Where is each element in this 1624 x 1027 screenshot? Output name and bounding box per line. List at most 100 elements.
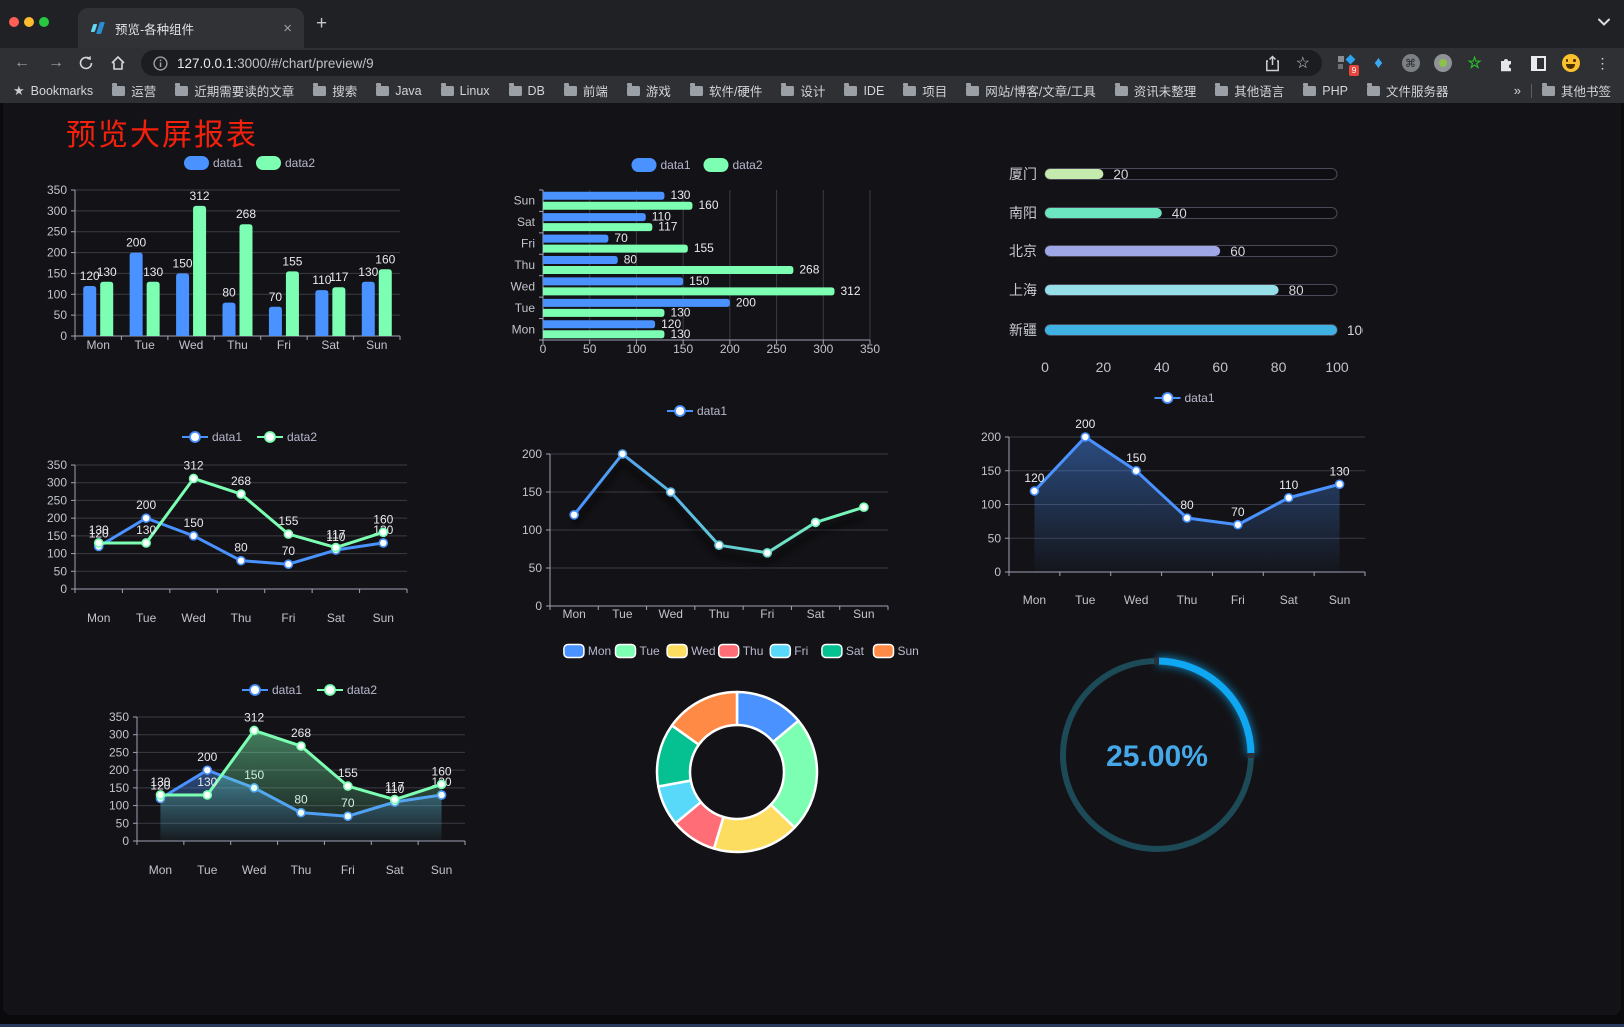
svg-text:Fri: Fri: [521, 237, 535, 251]
svg-text:Fri: Fri: [1231, 593, 1245, 607]
svg-text:20: 20: [1113, 167, 1128, 182]
bar-chart-horizontal[interactable]: data1 data2 0 50 100 150 200 250 300 350 Sun 130 160…: [505, 150, 890, 365]
svg-text:200: 200: [736, 295, 756, 309]
bookmark-folder[interactable]: 软件/硬件: [689, 81, 762, 100]
svg-text:Sun: Sun: [1329, 593, 1350, 607]
bookmark-folder[interactable]: 前端: [563, 81, 608, 100]
bookmark-folder[interactable]: 文件服务器: [1366, 81, 1448, 100]
gauge-progress-circle[interactable]: 25.00%: [1055, 650, 1265, 862]
svg-text:Mon: Mon: [87, 611, 110, 625]
bar-chart-vertical[interactable]: data1 data2 0 50 100 150 200 250 300 350 Mon Tue Wed…: [40, 148, 460, 363]
bookmarks-manager[interactable]: ★ Bookmarks: [13, 83, 93, 99]
svg-text:Sat: Sat: [807, 607, 826, 621]
bookmarks-overflow-chevron[interactable]: »: [1513, 83, 1521, 98]
home-button[interactable]: [110, 55, 126, 71]
svg-text:250: 250: [47, 225, 67, 239]
svg-text:300: 300: [813, 342, 833, 356]
extension-frame-icon[interactable]: [1529, 54, 1548, 73]
svg-text:Thu: Thu: [1177, 593, 1198, 607]
tab-title: 预览-各种组件: [115, 22, 195, 37]
svg-text:20: 20: [1096, 359, 1112, 375]
folder-icon: [844, 83, 858, 96]
bookmark-folder[interactable]: 设计: [781, 81, 825, 100]
folder-icon: [313, 83, 327, 96]
bookmark-folder[interactable]: 其他语言: [1215, 81, 1284, 100]
site-info-icon[interactable]: [153, 55, 168, 71]
bookmark-folder[interactable]: 网站/博客/文章/工具: [966, 81, 1096, 100]
svg-text:250: 250: [767, 342, 787, 356]
bookmark-folder[interactable]: PHP: [1303, 83, 1348, 98]
svg-text:100: 100: [109, 799, 129, 813]
extension-emoji-icon[interactable]: [1561, 54, 1580, 73]
svg-text:70: 70: [614, 231, 628, 245]
bookmark-folder[interactable]: 资讯未整理: [1114, 81, 1196, 100]
svg-text:Sat: Sat: [327, 611, 346, 625]
svg-text:268: 268: [231, 474, 251, 488]
url-text[interactable]: 127.0.0.1:3000/#/chart/preview/9: [177, 56, 1256, 71]
svg-text:150: 150: [109, 781, 129, 795]
extensions-puzzle-icon[interactable]: [1497, 54, 1516, 73]
extension-green-star-icon[interactable]: ☆: [1467, 55, 1482, 72]
other-bookmarks-folder[interactable]: 其他书签: [1541, 81, 1611, 100]
folder-icon: [1366, 83, 1380, 96]
minimize-window-button[interactable]: [24, 17, 34, 27]
svg-text:110: 110: [312, 273, 331, 287]
bookmark-folder[interactable]: Linux: [440, 83, 490, 98]
tab-close-icon[interactable]: ×: [283, 19, 292, 37]
svg-text:Thu: Thu: [291, 863, 312, 877]
bookmark-folder[interactable]: 项目: [903, 81, 947, 100]
extension-gem-icon[interactable]: ♦: [1374, 53, 1383, 72]
svg-text:100: 100: [47, 287, 67, 301]
svg-text:80: 80: [1271, 359, 1287, 375]
reload-button[interactable]: [78, 55, 94, 71]
svg-text:0: 0: [60, 329, 67, 343]
svg-text:data1: data1: [272, 683, 302, 697]
bookmark-folder[interactable]: 运营: [112, 81, 156, 100]
browser-menu-icon[interactable]: ⋮: [1595, 54, 1610, 71]
extension-pixels-icon[interactable]: 9: [1337, 54, 1359, 76]
fullscreen-window-button[interactable]: [39, 17, 49, 27]
svg-text:130: 130: [150, 775, 170, 789]
bookmark-folder[interactable]: 搜索: [313, 81, 357, 100]
svg-text:Tue: Tue: [612, 607, 633, 621]
svg-text:厦门: 厦门: [1009, 166, 1037, 182]
svg-text:南阳: 南阳: [1009, 205, 1037, 221]
svg-text:200: 200: [720, 342, 740, 356]
bookmark-folder[interactable]: Java: [376, 83, 422, 98]
folder-icon: [1541, 83, 1555, 96]
svg-text:100: 100: [981, 498, 1001, 512]
svg-text:Fri: Fri: [277, 338, 291, 352]
donut-chart[interactable]: Mon Tue Wed Thu Fri Sat Sun: [555, 635, 925, 890]
extension-record-icon[interactable]: [1433, 54, 1452, 73]
progress-bars-chart[interactable]: 厦门 20 南阳 40 北京 60 上海 80 新疆 100 0 20 40 60 80 100: [995, 150, 1363, 390]
line-chart-gradient[interactable]: data1 0 50 100 150 200 Mon Tue Wed Thu Fri Sat Sun: [505, 400, 890, 628]
area-chart-two-series[interactable]: data1 data2 0 50 100 150 200 250 300 350 Mon Tue Wed…: [100, 680, 520, 895]
new-tab-button[interactable]: +: [316, 13, 328, 34]
bookmark-folder[interactable]: IDE: [844, 83, 884, 98]
svg-text:150: 150: [47, 529, 67, 543]
bookmark-folder[interactable]: 近期需要读的文章: [175, 81, 294, 100]
folder-icon: [508, 83, 522, 96]
forward-button[interactable]: →: [48, 54, 64, 71]
tab-search-chevron-icon[interactable]: [1598, 18, 1610, 26]
svg-text:150: 150: [689, 274, 709, 288]
close-window-button[interactable]: [9, 17, 19, 27]
svg-text:250: 250: [109, 745, 129, 759]
svg-text:130: 130: [358, 265, 378, 279]
area-chart-single[interactable]: data1 0 50 100 150 200 Mon Tue Wed Thu Fri Sat Sun 12…: [975, 388, 1395, 616]
browser-tab[interactable]: 预览-各种组件 ×: [78, 8, 304, 48]
svg-text:Wed: Wed: [658, 607, 682, 621]
svg-text:data2: data2: [347, 683, 377, 697]
extension-command-icon[interactable]: ⌘: [1401, 54, 1420, 73]
line-chart-two-series[interactable]: data1 data2 0 50 100 150 200 250 300 350 Mon Tue Wed…: [40, 425, 460, 640]
page-title: 预览大屏报表: [66, 119, 258, 152]
bookmark-star-icon[interactable]: ☆: [1295, 55, 1310, 72]
share-icon[interactable]: [1265, 54, 1280, 72]
svg-text:130: 130: [89, 523, 109, 537]
bookmark-folder[interactable]: DB: [508, 83, 545, 98]
svg-text:130: 130: [670, 305, 690, 319]
address-bar[interactable]: 127.0.0.1:3000/#/chart/preview/9 ☆: [141, 50, 1322, 76]
bookmark-folder[interactable]: 游戏: [626, 81, 671, 100]
back-button[interactable]: ←: [14, 54, 30, 71]
svg-text:150: 150: [522, 485, 542, 499]
